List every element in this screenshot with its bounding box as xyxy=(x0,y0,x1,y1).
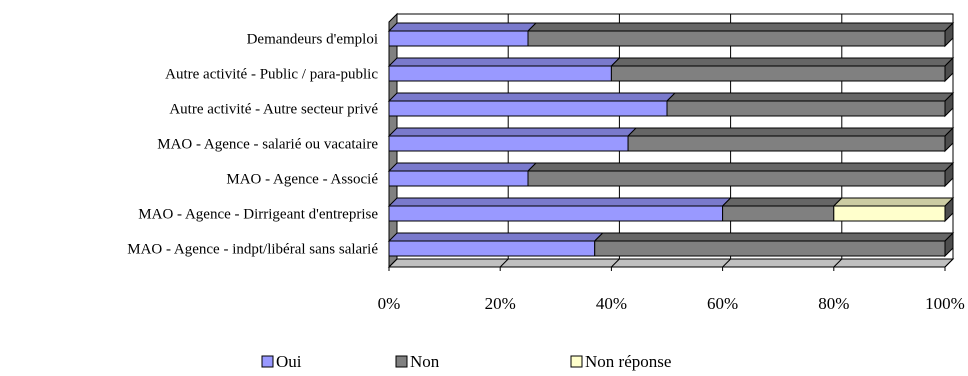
bar-end-cap xyxy=(944,231,954,258)
bar-top xyxy=(387,57,621,67)
bar-top xyxy=(665,92,955,102)
bar-end-cap xyxy=(944,126,954,153)
bar-top xyxy=(387,92,677,102)
bar-end-cap xyxy=(944,161,954,188)
bar-top xyxy=(387,127,638,137)
bar-end-cap xyxy=(944,21,954,48)
x-tick-label: 60% xyxy=(707,294,738,313)
category-label: Autre activité - Autre secteur privé xyxy=(169,102,378,118)
bar-end-cap xyxy=(944,196,954,223)
bar-segment xyxy=(388,30,529,47)
bar-top xyxy=(593,232,955,242)
bar-top xyxy=(526,22,955,32)
bar-top xyxy=(626,127,955,137)
bar-segment xyxy=(610,65,946,82)
bar-segment xyxy=(388,170,529,187)
bar-segment xyxy=(722,205,835,222)
x-tick-label: 20% xyxy=(485,294,516,313)
bar-top xyxy=(387,197,732,207)
legend-label: Oui xyxy=(276,352,302,371)
bar-segment xyxy=(388,205,724,222)
bar-top xyxy=(526,162,955,172)
bar-end-cap xyxy=(944,56,954,83)
bar-top xyxy=(832,197,955,207)
category-label: MAO - Agence - indpt/libéral sans salari… xyxy=(127,242,378,258)
x-tick-label: 100% xyxy=(925,294,965,313)
category-label: MAO - Agence - Dirrigeant d'entreprise xyxy=(138,207,378,223)
floor-gridline xyxy=(944,258,954,268)
bar-top xyxy=(721,197,844,207)
legend-swatch xyxy=(395,355,408,368)
category-label: Demandeurs d'emploi xyxy=(247,32,378,48)
floor-gridline xyxy=(722,258,731,268)
floor-gridline xyxy=(833,258,843,268)
legend-swatch xyxy=(570,355,583,368)
bar-segment xyxy=(594,240,946,257)
floor-gridline xyxy=(499,258,509,268)
x-tick-label: 0% xyxy=(378,294,401,313)
category-label: MAO - Agence - salarié ou vacataire xyxy=(157,137,378,153)
bar-top xyxy=(387,232,604,242)
bar-segment xyxy=(388,65,612,82)
floor-gridline xyxy=(611,258,620,268)
category-label: Autre activité - Public / para-public xyxy=(165,67,378,83)
bar-segment xyxy=(388,135,629,152)
bar-top xyxy=(387,162,538,172)
legend-label: Non xyxy=(410,352,440,371)
legend-swatch xyxy=(261,355,274,368)
bar-top xyxy=(610,57,955,67)
bar-segment xyxy=(666,100,946,117)
bar-top xyxy=(387,22,538,32)
x-tick-label: 80% xyxy=(818,294,849,313)
bar-segment xyxy=(527,30,946,47)
x-tick-label: 40% xyxy=(596,294,627,313)
plot-floor xyxy=(387,258,955,268)
floor-gridline xyxy=(388,258,398,268)
bar-segment xyxy=(527,170,946,187)
bar-segment xyxy=(388,100,668,117)
bar-segment xyxy=(833,205,946,222)
legend-label: Non réponse xyxy=(585,352,671,371)
bar-end-cap xyxy=(944,91,954,118)
bar-segment xyxy=(627,135,946,152)
category-label: MAO - Agence - Associé xyxy=(226,172,378,188)
bar-segment xyxy=(388,240,596,257)
